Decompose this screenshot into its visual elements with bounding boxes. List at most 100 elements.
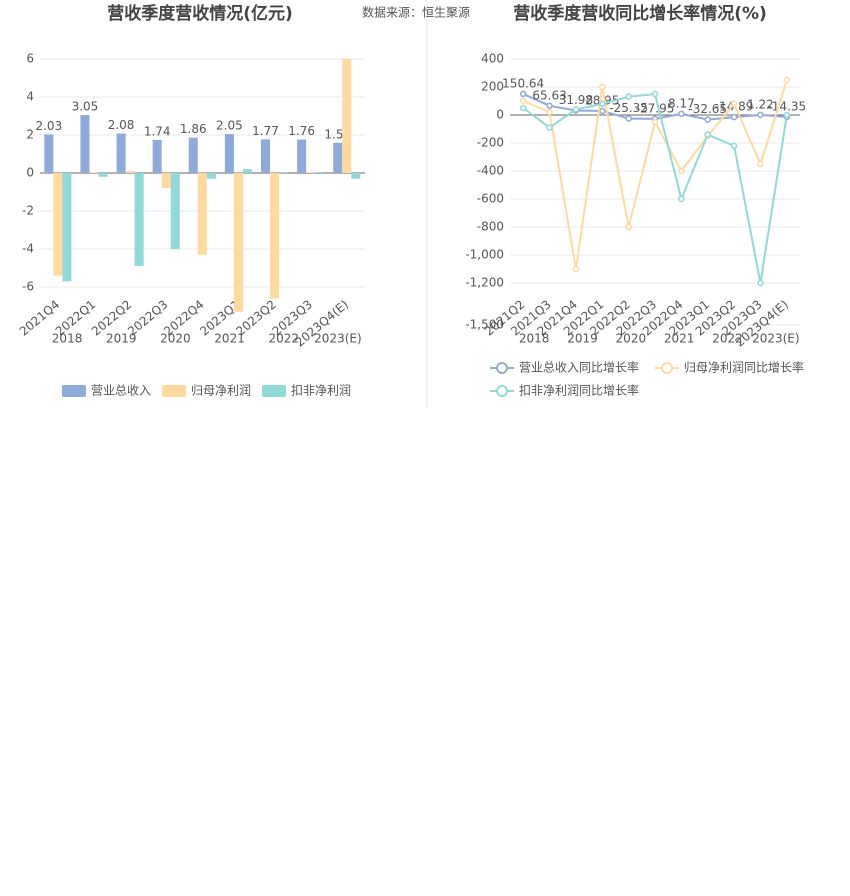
- group-label: 2019: [567, 332, 598, 346]
- point: [599, 100, 606, 108]
- group-label: 2020: [616, 332, 647, 346]
- group-label: 2018: [519, 332, 550, 346]
- group-label: 2022: [268, 332, 299, 346]
- y-tick-label: 200: [481, 80, 504, 94]
- group-label: 2021: [214, 332, 245, 346]
- value-label: 1.76: [288, 124, 315, 138]
- bar: [134, 173, 144, 267]
- source: 数据来源：恒生聚源: [362, 5, 470, 20]
- y-tick-label: 4: [26, 90, 34, 104]
- bar: [261, 139, 271, 173]
- value-label: -27.95: [636, 101, 675, 115]
- y-tick-label: 400: [481, 52, 504, 66]
- y-tick-label: 0: [26, 166, 34, 180]
- y-tick-label: 2: [26, 128, 34, 142]
- value-label: 65.63: [532, 88, 566, 102]
- point: [546, 102, 553, 110]
- y-tick-label: -1,200: [465, 276, 504, 290]
- bar: [98, 173, 108, 177]
- bar: [306, 172, 316, 173]
- point: [704, 131, 711, 138]
- point: [757, 111, 764, 119]
- legend-label: 归母净利润同比增长率: [684, 360, 804, 375]
- y-tick-label: 0: [496, 108, 504, 122]
- y-tick-label: -800: [477, 220, 504, 234]
- bar: [170, 173, 180, 249]
- point: [572, 106, 580, 113]
- value-label: -32.65: [688, 102, 727, 116]
- bar: [152, 139, 162, 173]
- legend-label: 归母净利润: [191, 384, 251, 398]
- legend-swatch: [496, 362, 508, 374]
- y-tick-label: -6: [22, 280, 34, 294]
- group-label: 2020: [160, 332, 191, 346]
- bar: [206, 173, 216, 179]
- bar: [233, 173, 243, 312]
- value-label: 3.05: [72, 100, 99, 114]
- value-label: 2.05: [216, 119, 243, 133]
- point: [546, 124, 553, 131]
- bar: [188, 137, 198, 173]
- point: [519, 97, 527, 105]
- group-label: 2021: [664, 332, 695, 346]
- legend-label: 营业总收入: [91, 384, 151, 398]
- value-label: 150.64: [502, 76, 544, 90]
- y-tick-label: -200: [477, 136, 504, 150]
- point: [678, 110, 685, 118]
- value-label: 1.86: [180, 122, 207, 136]
- bar: [351, 173, 361, 179]
- bar: [125, 171, 135, 173]
- point: [625, 115, 632, 122]
- bar: [315, 172, 325, 173]
- legend-swatch: [62, 385, 86, 397]
- point: [757, 160, 764, 168]
- y-tick-label: 6: [26, 52, 34, 66]
- value-label: -25.35: [609, 101, 648, 115]
- value-label: 2.03: [35, 119, 62, 133]
- bar: [242, 169, 252, 173]
- chart-title: 营收季度营收同比增长率情况(%): [513, 3, 767, 24]
- point: [651, 90, 659, 98]
- legend-label: 营业总收入同比增长率: [519, 360, 639, 375]
- legend-label: 扣非净利润同比增长率: [519, 383, 639, 398]
- point: [757, 279, 764, 287]
- group-label: 2023(E): [314, 332, 361, 346]
- bar: [197, 173, 207, 255]
- point: [599, 83, 606, 91]
- bar: [270, 173, 280, 299]
- value-label: 1.74: [144, 124, 171, 138]
- legend-swatch: [262, 385, 286, 397]
- chart-title: 营收季度营收情况(亿元): [107, 3, 293, 24]
- bar: [53, 173, 63, 276]
- point: [678, 167, 685, 175]
- value-label: 2.08: [108, 118, 135, 132]
- legend-swatch: [496, 385, 508, 397]
- y-tick-label: -1,000: [465, 248, 504, 262]
- value-label: 28.95: [585, 93, 619, 107]
- bar: [80, 115, 90, 173]
- y-tick-label: -4: [22, 242, 34, 256]
- bar: [279, 172, 289, 173]
- point: [783, 111, 791, 119]
- point: [704, 116, 711, 123]
- value-label: 1.77: [252, 124, 279, 138]
- bar: [333, 142, 343, 173]
- point: [599, 107, 606, 115]
- point: [625, 223, 632, 231]
- point: [651, 118, 659, 126]
- group-label: 2019: [106, 332, 137, 346]
- bar: [342, 59, 352, 173]
- point: [730, 100, 738, 108]
- bar: [297, 139, 307, 173]
- bar: [224, 134, 234, 173]
- legend-swatch: [661, 362, 673, 374]
- group-label: 2018: [52, 332, 83, 346]
- value-label: 31.98: [559, 93, 593, 107]
- value-label: 8.17: [668, 96, 695, 110]
- legend-swatch: [162, 385, 186, 397]
- y-tick-label: -1,500: [465, 318, 504, 332]
- point: [730, 142, 738, 150]
- y-tick-label: -400: [477, 164, 504, 178]
- point: [519, 90, 527, 98]
